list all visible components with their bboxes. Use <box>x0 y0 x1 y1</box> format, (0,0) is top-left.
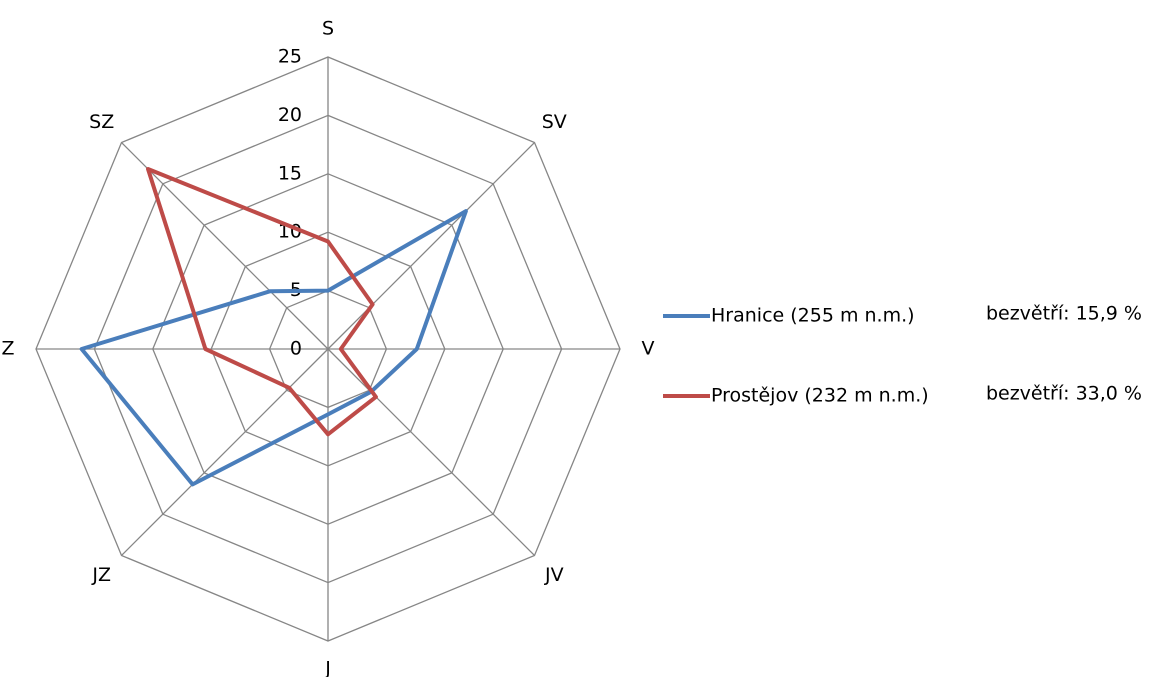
category-label: JZ <box>91 564 111 586</box>
y-tick-label: 20 <box>278 104 302 126</box>
category-label: SZ <box>89 111 114 133</box>
spoke <box>121 142 329 350</box>
category-label: S <box>322 18 334 40</box>
series-line <box>146 167 378 437</box>
spoke <box>121 348 329 556</box>
y-tick-label: 10 <box>278 221 302 243</box>
y-tick-label: 0 <box>290 338 302 360</box>
annotation: bezvětří: 33,0 % <box>986 383 1142 405</box>
y-tick-label: 15 <box>278 162 302 184</box>
legend-label: Hranice (255 m n.m.) <box>711 305 915 327</box>
category-label: J <box>324 658 331 677</box>
spoke <box>327 348 535 556</box>
category-label: SV <box>542 111 567 133</box>
series-line <box>79 209 468 487</box>
category-label: V <box>642 338 655 360</box>
category-label: JV <box>544 564 564 586</box>
y-tick-label: 25 <box>278 46 302 68</box>
spoke <box>327 142 535 350</box>
legend-label: Prostějov (232 m n.m.) <box>711 385 929 407</box>
annotation: bezvětří: 15,9 % <box>986 303 1142 325</box>
category-label: Z <box>1 338 14 360</box>
